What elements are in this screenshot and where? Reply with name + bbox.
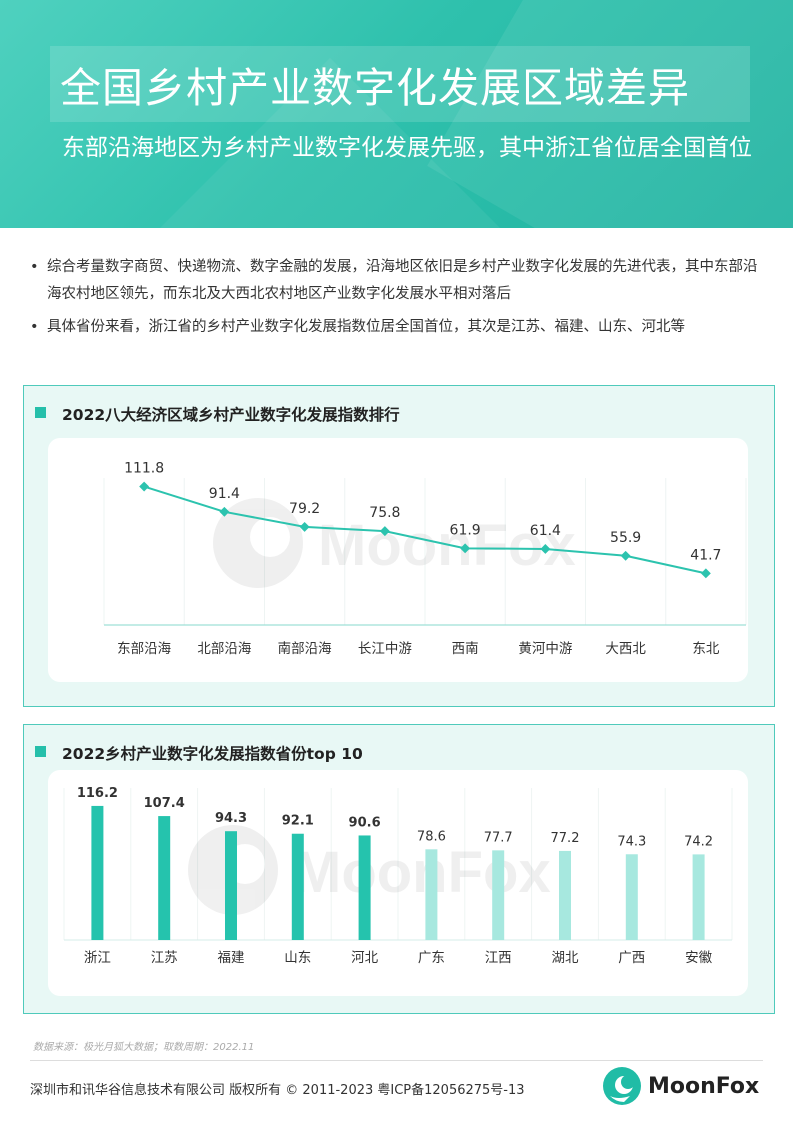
bar bbox=[91, 805, 104, 940]
data-label: 74.3 bbox=[617, 834, 646, 849]
bar bbox=[492, 850, 505, 940]
x-tick-label: 东北 bbox=[692, 641, 720, 657]
page-header: 全国乡村产业数字化发展区域差异 东部沿海地区为乡村产业数字化发展先驱，其中浙江省… bbox=[0, 0, 793, 228]
bullet-item: • 具体省份来看，浙江省的乡村产业数字化发展指数位居全国首位，其次是江苏、福建、… bbox=[30, 314, 770, 341]
province-bar-chart: MoonFox 116.2 浙江 107.4 江苏 94.3 福建 92.1 山东 90.6 河北 7… bbox=[63, 786, 733, 966]
x-tick-label: 西南 bbox=[452, 641, 479, 657]
x-tick-label: 广东 bbox=[418, 950, 445, 966]
data-label: 79.2 bbox=[289, 501, 320, 517]
data-label: 55.9 bbox=[610, 530, 641, 546]
x-tick-label: 江苏 bbox=[151, 950, 178, 966]
data-point bbox=[460, 543, 471, 554]
bar bbox=[559, 850, 571, 940]
data-label: 77.7 bbox=[484, 830, 513, 845]
data-label: 92.1 bbox=[282, 814, 314, 829]
x-tick-label: 大西北 bbox=[605, 641, 646, 657]
x-tick-label: 湖北 bbox=[552, 950, 580, 966]
bar bbox=[291, 833, 304, 940]
province-chart-title-text: 2022乡村产业数字化发展指数省份top 10 bbox=[62, 745, 363, 763]
bullet-text: 综合考量数字商贸、快递物流、数字金融的发展，沿海地区依旧是乡村产业数字化发展的先… bbox=[47, 259, 758, 302]
x-tick-label: 黄河中游 bbox=[518, 641, 572, 657]
data-label: 111.8 bbox=[124, 461, 164, 477]
region-index-panel: 2022八大经济区域乡村产业数字化发展指数排行 MoonFox 111.8 东部沿海… bbox=[23, 385, 775, 707]
province-index-panel: 2022乡村产业数字化发展指数省份top 10 MoonFox 116.2 浙江 10… bbox=[23, 724, 775, 1014]
data-point bbox=[219, 506, 230, 517]
region-chart-card: MoonFox 111.8 东部沿海 91.4 北部沿海 79.2 南部沿海 75.8 长江中游… bbox=[48, 438, 748, 682]
watermark-logo-icon bbox=[213, 498, 303, 588]
watermark-logo-icon bbox=[250, 517, 290, 557]
bullet-icon: • bbox=[30, 259, 39, 275]
page-title: 全国乡村产业数字化发展区域差异 bbox=[60, 64, 690, 112]
x-tick-label: 山东 bbox=[284, 950, 311, 966]
data-label: 61.4 bbox=[530, 523, 561, 539]
brand-name: MoonFox bbox=[648, 1074, 760, 1099]
data-label: 94.3 bbox=[215, 811, 247, 826]
data-label: 78.6 bbox=[417, 829, 446, 844]
data-label: 74.2 bbox=[684, 834, 713, 849]
series-line bbox=[143, 485, 707, 575]
bar bbox=[158, 816, 171, 940]
watermark: MoonFox bbox=[188, 825, 551, 915]
bullet-text: 具体省份来看，浙江省的乡村产业数字化发展指数位居全国首位，其次是江苏、福建、山东… bbox=[47, 319, 685, 335]
data-source-note: 数据来源：极光月狐大数据；取数周期：2022.11 bbox=[33, 1042, 255, 1053]
x-tick-label: 浙江 bbox=[84, 950, 111, 966]
bullet-icon: • bbox=[30, 319, 39, 335]
region-chart-title: 2022八大经济区域乡村产业数字化发展指数排行 bbox=[35, 403, 400, 425]
x-tick-label: 河北 bbox=[351, 950, 378, 966]
page-subtitle: 东部沿海地区为乡村产业数字化发展先驱，其中浙江省位居全国首位 bbox=[62, 135, 752, 161]
x-tick-label: 广西 bbox=[618, 950, 645, 966]
watermark-text: MoonFox bbox=[318, 513, 576, 578]
x-tick-label: 福建 bbox=[218, 950, 245, 966]
x-tick-label: 南部沿海 bbox=[278, 641, 332, 657]
title-square-icon bbox=[35, 746, 46, 757]
bullet-item: • 综合考量数字商贸、快递物流、数字金融的发展，沿海地区依旧是乡村产业数字化发展… bbox=[30, 254, 770, 308]
province-chart-title: 2022乡村产业数字化发展指数省份top 10 bbox=[35, 742, 363, 764]
data-point bbox=[700, 568, 711, 579]
bar bbox=[425, 849, 438, 940]
data-label: 61.9 bbox=[450, 522, 481, 538]
bar bbox=[358, 835, 371, 940]
data-point bbox=[139, 481, 150, 492]
data-point bbox=[540, 544, 551, 554]
copyright-text: 深圳市和讯华谷信息技术有限公司 版权所有 © 2011-2023 粤ICP备12… bbox=[30, 1083, 525, 1098]
footer-divider bbox=[30, 1060, 763, 1061]
data-point bbox=[620, 550, 631, 561]
province-chart-card: MoonFox 116.2 浙江 107.4 江苏 94.3 福建 92.1 山东 90.6 河北 7… bbox=[48, 770, 748, 996]
x-tick-label: 江西 bbox=[485, 950, 512, 966]
data-label: 77.2 bbox=[551, 831, 580, 846]
watermark: MoonFox bbox=[213, 498, 576, 588]
data-label: 90.6 bbox=[349, 815, 381, 830]
title-square-icon bbox=[35, 407, 46, 418]
bar bbox=[225, 831, 237, 940]
title-highlight-box bbox=[50, 46, 750, 122]
data-label: 41.7 bbox=[690, 547, 721, 563]
data-label: 91.4 bbox=[209, 486, 240, 502]
x-tick-label: 东部沿海 bbox=[117, 641, 171, 657]
x-tick-label: 安徽 bbox=[685, 950, 713, 966]
bar bbox=[692, 854, 705, 940]
region-line-chart: MoonFox 111.8 东部沿海 91.4 北部沿海 79.2 南部沿海 75.8 长江中游… bbox=[103, 461, 747, 657]
watermark-text: MoonFox bbox=[293, 840, 551, 905]
summary-bullets: • 综合考量数字商贸、快递物流、数字金融的发展，沿海地区依旧是乡村产业数字化发展… bbox=[30, 254, 770, 347]
brand-logo: MoonFox bbox=[602, 1066, 772, 1108]
x-tick-label: 北部沿海 bbox=[197, 641, 251, 657]
x-tick-label: 长江中游 bbox=[358, 641, 412, 657]
data-label: 107.4 bbox=[144, 796, 185, 811]
moonfox-logo-icon bbox=[603, 1067, 641, 1105]
bar bbox=[625, 854, 638, 940]
data-label: 75.8 bbox=[369, 505, 400, 521]
region-chart-title-text: 2022八大经济区域乡村产业数字化发展指数排行 bbox=[62, 406, 400, 424]
data-label: 116.2 bbox=[77, 786, 118, 801]
